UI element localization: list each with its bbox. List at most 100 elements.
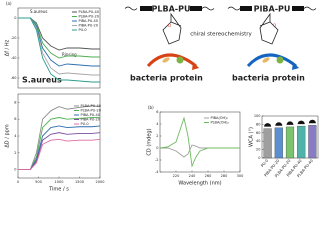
y-tick-label: -4	[155, 170, 159, 174]
droplet-icon	[275, 122, 283, 126]
series-line	[18, 138, 101, 171]
chain-block	[240, 6, 252, 11]
x-tick-label: 1500	[75, 180, 84, 184]
molecule	[259, 12, 279, 45]
series-line	[18, 17, 100, 59]
x-tick-label: 220	[173, 174, 180, 178]
y-tick-label: 20	[256, 148, 260, 152]
diagram-label: bacteria	[130, 74, 167, 83]
plot-frame	[159, 111, 241, 173]
x-axis-label: Time / s	[48, 187, 69, 193]
panel-label: (b)	[148, 105, 154, 110]
series-line	[18, 125, 101, 171]
x-tick-label: 260	[205, 174, 212, 178]
diagram: PLBA-PU PIBA-PU O O chiral stereochemist…	[124, 5, 317, 83]
arrow-head	[192, 62, 199, 70]
y-tick-label: 0	[14, 168, 16, 172]
legend-label: PLBA(OH)₂	[211, 121, 230, 125]
annotation: S.aureus	[30, 9, 47, 14]
diagram-label: bacteria	[232, 74, 269, 83]
bar	[263, 128, 272, 159]
legend-label: PU-0	[79, 28, 87, 32]
plot-frame	[17, 7, 101, 89]
polymer-label: PLBA-PU	[152, 5, 191, 14]
y-tick-label: 4	[14, 134, 17, 138]
bar	[285, 126, 295, 159]
chain-block	[292, 6, 304, 11]
series-line	[18, 105, 101, 171]
legend-label: PIBA-PU-40	[81, 113, 101, 117]
bar	[308, 125, 317, 159]
legend-label: PIBA-PU-40	[79, 19, 99, 23]
bacteria-icon	[162, 57, 170, 63]
droplet-icon	[264, 123, 272, 127]
molecule	[162, 12, 182, 45]
x-tick-label: 500	[35, 180, 42, 184]
bar	[297, 125, 306, 159]
legend-label: PLBA-PU-40	[79, 10, 99, 14]
bar	[274, 127, 283, 159]
x-tick-label: 0	[17, 180, 19, 184]
center-label: chiral stereochemistry	[190, 32, 252, 38]
y-tick-label: 60	[256, 131, 260, 135]
legend-label: PU-0	[81, 122, 89, 126]
y-tick-label: 6	[14, 117, 16, 121]
y-tick-label: -20	[11, 36, 17, 40]
series-line	[18, 132, 101, 171]
y-tick-label: 40	[256, 139, 260, 143]
chain-block	[140, 6, 152, 11]
chain	[227, 6, 317, 11]
legend-label: PLBA-PU-20	[81, 109, 101, 113]
x-tick-label: 2000	[96, 180, 105, 184]
atom: O	[168, 23, 171, 28]
x-tick-label: 300	[237, 174, 244, 178]
y-tick-label: 2	[156, 134, 158, 138]
y-tick-label: 0	[258, 156, 260, 160]
y-tick-label: 100	[254, 114, 261, 118]
arrow-head	[292, 62, 299, 70]
legend-label: PIBA(OH)₂	[211, 116, 229, 120]
atom: O	[273, 23, 276, 28]
x-tick-label: PU-0	[260, 158, 270, 168]
legend-label: PIBA-PU-20	[79, 24, 99, 28]
annotation: Rinsing	[62, 52, 77, 57]
diagram-label: protein	[170, 74, 203, 83]
legend-label: PLBA-PU-40	[81, 104, 101, 108]
droplet-icon	[286, 121, 294, 125]
bacteria-icon	[262, 57, 270, 63]
x-tick-label: 280	[221, 174, 228, 178]
series-line	[18, 117, 100, 171]
series-line	[18, 17, 100, 67]
droplet-icon	[308, 119, 316, 124]
legend-label: PIBA-PU-20	[81, 118, 101, 122]
y-tick-label: 4	[156, 122, 159, 126]
arrow	[146, 53, 197, 68]
y-tick-label: -60	[11, 76, 17, 80]
diagram-label: protein	[272, 74, 305, 83]
y-tick-label: 6	[156, 110, 158, 114]
protein-icon	[176, 56, 184, 64]
y-axis-label: WCA (°)	[249, 127, 255, 147]
droplet-icon	[297, 120, 305, 125]
y-tick-label: 8	[14, 100, 16, 104]
arrow	[246, 53, 297, 68]
y-tick-label: 2	[14, 151, 16, 155]
series-line	[18, 17, 100, 76]
series-line	[159, 116, 240, 168]
graphical-abstract: PLBA-PU PIBA-PU O O chiral stereochemist…	[5, 1, 319, 193]
y-tick-label: 0	[156, 146, 158, 150]
panel-label: (a)	[6, 1, 12, 6]
y-axis-label: Δf / Hz	[5, 39, 11, 56]
x-tick-label: 1000	[55, 180, 64, 184]
x-axis-label: Wavelength (nm)	[178, 181, 221, 187]
y-axis-label: CD (mdeg)	[147, 128, 153, 155]
y-axis-label: ΔD / ppm	[5, 124, 11, 147]
legend-label: PLBA-PU-20	[79, 15, 99, 19]
annotation: S.aureus	[22, 76, 62, 85]
x-tick-label: 240	[189, 174, 196, 178]
y-tick-label: 80	[256, 122, 260, 126]
y-tick-label: 0	[14, 16, 16, 20]
series-line	[18, 17, 100, 83]
chain	[124, 6, 215, 11]
y-tick-label: -40	[11, 56, 17, 60]
